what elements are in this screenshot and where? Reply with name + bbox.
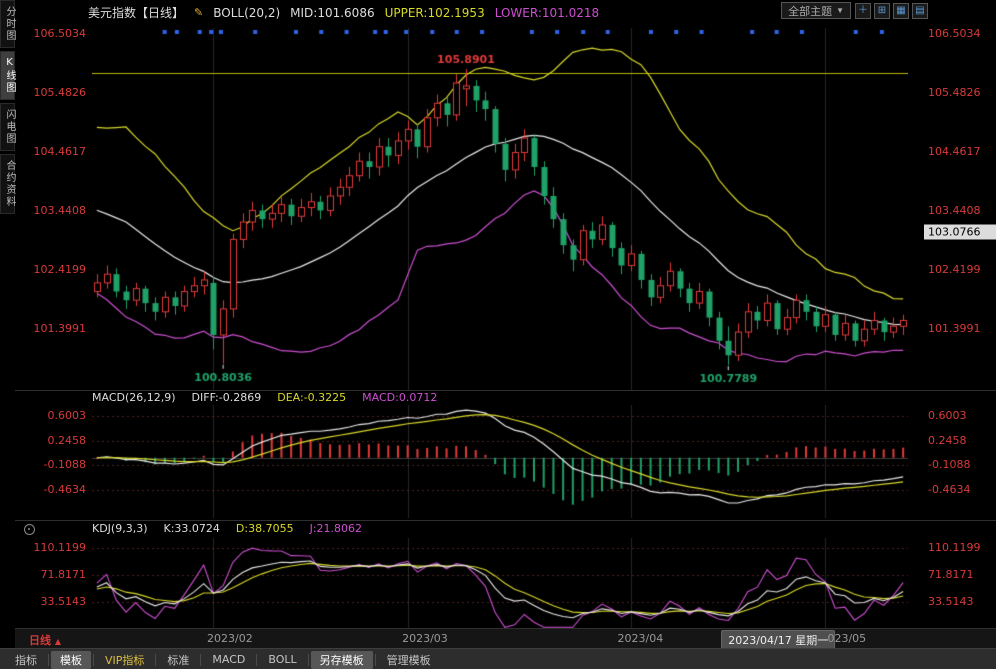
indicator-target-icon[interactable]	[24, 524, 35, 535]
toolbar-item-6[interactable]: BOLL	[268, 653, 297, 666]
caret-up-icon: ▲	[54, 637, 61, 646]
kdj-d-value: D:38.7055	[235, 522, 294, 535]
price-axis-label: 104.4617	[33, 144, 87, 158]
period-selector[interactable]: 日线 ▲	[29, 632, 61, 648]
price-axis-label: 103.4408	[33, 203, 87, 217]
toolbar-item-3[interactable]: VIP指标	[105, 653, 145, 667]
toolbar-item-8[interactable]: 管理模板	[386, 653, 431, 667]
sidebar-tab-2[interactable]: K线图	[0, 51, 15, 100]
period-label: 日线	[29, 634, 51, 647]
macd-header: MACD(26,12,9) DIFF:-0.2869 DEA:-0.3225 M…	[92, 391, 437, 404]
kdj-panel-canvas[interactable]	[92, 538, 908, 628]
time-axis-label: 2023/04	[617, 632, 664, 645]
price-axis-label: 110.1199	[33, 540, 87, 554]
selected-date-label: 2023/04/17 星期一	[721, 630, 836, 650]
header-controls: 全部主题 ▼ ＋ ⊞ ▦ ▤	[781, 2, 928, 19]
macd-dea-value: DEA:-0.3225	[277, 391, 347, 404]
bottom-toolbar: 指标 模板 VIP指标 标准 MACD BOLL 另存模板 管理模板	[0, 648, 996, 669]
price-axis-label: 110.1199	[928, 540, 981, 554]
panel-separator	[15, 520, 996, 521]
toolbar-separator	[155, 653, 157, 666]
caret-down-icon: ▼	[836, 6, 844, 15]
macd-params-label: MACD(26,12,9)	[92, 391, 176, 404]
price-axis-label: 105.4826	[928, 85, 981, 99]
price-axis-label: 0.6003	[47, 409, 87, 423]
price-axis-label: 71.8171	[40, 567, 87, 581]
price-axis-label: 103.4408	[928, 203, 981, 217]
price-axis-label: 101.3991	[33, 322, 87, 336]
current-price-tag: 103.0766	[924, 224, 996, 240]
sidebar-tab-3[interactable]: 闪电图	[0, 103, 15, 151]
price-axis-label: 33.5143	[928, 594, 974, 608]
price-axis-label: 71.8171	[928, 567, 974, 581]
price-axis-label: 101.3991	[928, 322, 981, 336]
grid-2x2-icon[interactable]: ⊞	[874, 2, 890, 19]
price-axis-label: 0.6003	[928, 409, 967, 423]
price-axis-label: -0.1088	[43, 458, 86, 472]
theme-selector-button[interactable]: 全部主题 ▼	[781, 2, 851, 19]
time-axis-label: 2023/02	[207, 632, 253, 645]
macd-panel-canvas[interactable]	[92, 405, 908, 518]
price-axis-label: 104.4617	[928, 144, 981, 158]
price-axis-label: 105.4826	[33, 85, 87, 99]
macd-diff-value: DIFF:-0.2869	[191, 391, 262, 404]
window-buttons: ＋ ⊞ ▦ ▤	[855, 2, 928, 19]
edit-icon[interactable]: ✎	[194, 6, 204, 19]
toolbar-item-4[interactable]: 标准	[167, 653, 190, 667]
time-axis-label: 2023/03	[402, 632, 448, 645]
toolbar-item-1[interactable]: 指标	[15, 653, 37, 667]
price-axis-label: -0.1088	[928, 458, 971, 472]
boll-lower-value: LOWER:101.0218	[494, 5, 600, 20]
toolbar-item-5[interactable]: MACD	[212, 653, 246, 666]
toolbar-separator	[374, 653, 376, 666]
candlestick-chart-canvas[interactable]	[92, 28, 908, 390]
price-axis-label: -0.4634	[928, 482, 971, 496]
instrument-title: 美元指数【日线】	[88, 6, 185, 20]
price-axis-label: 0.2458	[47, 433, 87, 447]
kdj-k-value: K:33.0724	[163, 522, 220, 535]
price-axis-label: 106.5034	[33, 26, 87, 40]
price-axis-label: -0.4634	[43, 482, 86, 496]
kdj-j-value: J:21.8062	[309, 522, 363, 535]
toolbar-separator	[256, 653, 258, 666]
toolbar-item-7[interactable]: 另存模板	[310, 650, 373, 669]
boll-mid-value: MID:101.6086	[290, 5, 375, 20]
sidebar-tab-1[interactable]: 分时图	[0, 0, 15, 48]
theme-selector-label: 全部主题	[788, 5, 833, 18]
grid-3x3-icon[interactable]: ▦	[893, 2, 909, 19]
boll-params-label: BOLL(20,2)	[213, 5, 281, 20]
toolbar-separator	[93, 653, 94, 666]
rows-layout-icon[interactable]: ▤	[912, 2, 928, 19]
price-axis-label: 33.5143	[40, 594, 87, 608]
time-axis: 日线 ▲ 2023/02 2023/03 2023/04 2023/04/17 星期一…	[15, 628, 996, 650]
panel-separator	[15, 390, 996, 391]
toolbar-separator	[307, 653, 309, 666]
price-axis-label: 0.2458	[928, 433, 967, 447]
sidebar-tab-4[interactable]: 合约资料	[0, 154, 15, 214]
boll-upper-value: UPPER:102.1953	[384, 5, 485, 20]
time-axis-label: 023/05	[827, 632, 867, 645]
toolbar-separator	[48, 653, 49, 666]
chart-header: 美元指数【日线】 ✎ BOLL(20,2) MID:101.6086 UPPER…	[88, 4, 599, 21]
macd-macd-value: MACD:0.0712	[362, 391, 438, 404]
price-axis-label: 106.5034	[928, 26, 981, 40]
price-axis-label: 102.4199	[33, 263, 87, 277]
plus-icon[interactable]: ＋	[855, 2, 871, 19]
kdj-params-label: KDJ(9,3,3)	[92, 522, 148, 535]
toolbar-separator	[200, 653, 202, 666]
toolbar-item-2[interactable]: 模板	[51, 650, 91, 669]
kdj-header: KDJ(9,3,3) K:33.0724 D:38.7055 J:21.8062	[92, 522, 362, 535]
left-tab-strip: 分时图 K线图闪电图合约资料	[0, 0, 15, 214]
price-axis-label: 102.4199	[928, 263, 981, 277]
